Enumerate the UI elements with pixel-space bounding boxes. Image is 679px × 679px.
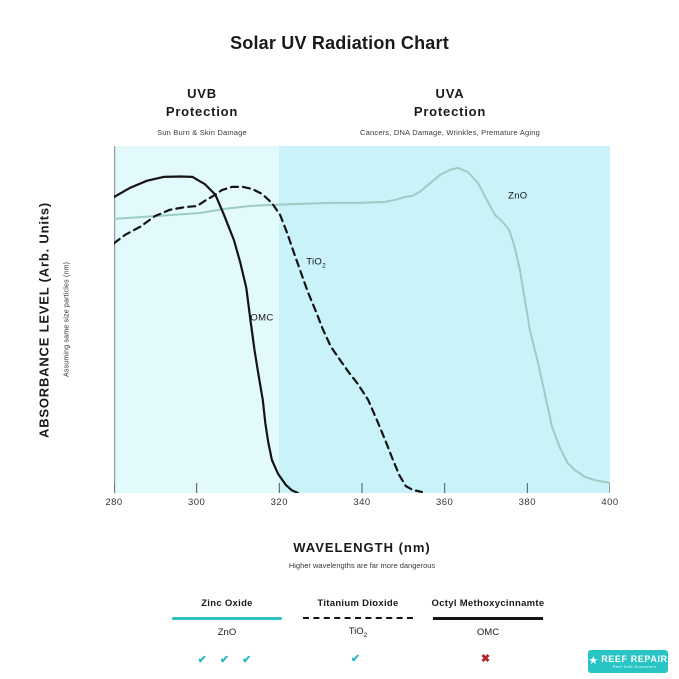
legend-line-zinc-oxide (172, 617, 282, 620)
uvb-subtext: Sun Burn & Skin Damage (157, 128, 247, 137)
legend-title-titanium-dioxide: Titanium Dioxide (317, 598, 399, 609)
uvb-shaded-band (114, 146, 280, 493)
x-tick-label-360: 360 (435, 497, 454, 508)
x-tick-label-400: 400 (601, 497, 619, 508)
uvb-label: UVB (187, 86, 217, 101)
legend-abbr-zno: ZnO (217, 627, 237, 638)
x-axis-tick-labels: 280 300 320 340 360 380 400 (105, 497, 618, 511)
chart-plot-area: OMC TiO2 ZnO (114, 146, 610, 493)
uva-label: UVA (435, 86, 465, 101)
x-tick-label-340: 340 (353, 497, 371, 508)
x-tick-label-300: 300 (187, 497, 206, 508)
uva-subtext: Cancers, DNA Damage, Wrinkles, Premature… (360, 128, 540, 137)
uva-header: UVA Protection Cancers, DNA Damage, Wrin… (340, 85, 560, 137)
star-icon: ★ (588, 655, 599, 667)
legend-column-titanium-dioxide: Titanium Dioxide TiO2 ✔ (283, 598, 433, 665)
page-title: Solar UV Radiation Chart (230, 33, 449, 53)
reef-repair-logo: ★ REEF REPAIR Reef Safe Sunscreen (588, 650, 668, 673)
legend-line-octyl-methoxycinnamte (433, 617, 543, 620)
legend-column-zinc-oxide: Zinc Oxide ZnO ✔ ✔ ✔ (152, 598, 302, 666)
curve-omc (114, 175, 299, 493)
y-axis-sublabel: Assuming same size particles (nm) (63, 261, 71, 378)
legend-line-titanium-dioxide (303, 617, 413, 619)
x-tick-label-280: 280 (105, 497, 123, 508)
legend-title-octyl-methoxycinnamte: Octyl Methoxycinnamte (431, 598, 545, 609)
curve-label-omc: OMC (250, 312, 274, 324)
legend-rating-zno: ✔ ✔ ✔ (197, 653, 257, 666)
curve-zno (114, 166, 610, 484)
curve-label-zno: ZnO (508, 190, 528, 202)
x-tick-label-320: 320 (270, 497, 289, 508)
legend-title-zinc-oxide: Zinc Oxide (201, 598, 253, 609)
legend-rating-tio2: ✔ (350, 652, 366, 665)
reef-repair-logo-tagline: Reef Safe Sunscreen (612, 663, 657, 669)
legend-abbr-omc: OMC (476, 626, 500, 638)
x-axis-sublabel: Higher wavelengths are far more dangerou… (288, 561, 436, 570)
curve-tio2 (114, 185, 423, 493)
legend-column-octyl-methoxycinnamte: Octyl Methoxycinnamte OMC ✖ (413, 598, 563, 665)
legend-abbr-tio2: TiO2 (348, 626, 368, 639)
legend-rating-omc: ✖ (480, 653, 496, 666)
curve-label-tio2: TiO2 (306, 256, 326, 270)
curves-canvas (114, 146, 610, 493)
uvb-protection-label: Protection (165, 104, 239, 119)
uva-protection-label: Protection (413, 104, 487, 119)
y-axis-label: ABSORBANCE LEVEL (Arb. Units) (36, 201, 52, 438)
x-tick-label-380: 380 (518, 497, 537, 508)
uvb-header: UVB Protection Sun Burn & Skin Damage (92, 85, 312, 137)
reef-repair-logo-text: REEF REPAIR (601, 653, 668, 664)
x-axis-label: WAVELENGTH (nm) (293, 540, 431, 555)
